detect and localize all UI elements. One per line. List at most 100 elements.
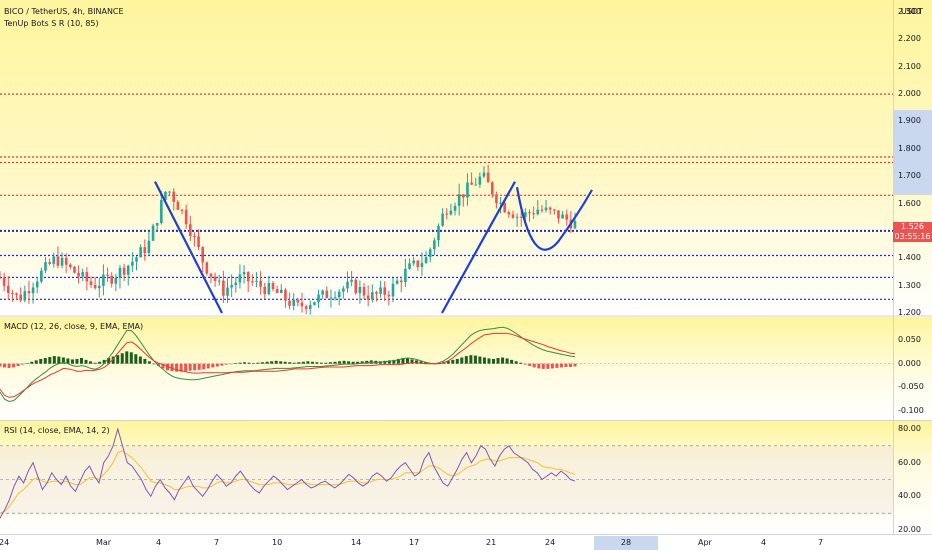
macd-histogram-bar [138,356,142,364]
candle-body [284,289,287,301]
price-tick-label: 2.000 [898,89,921,99]
time-tick-highlight: 28 [594,536,658,550]
macd-histogram-bar [460,357,464,364]
candle-body [93,285,97,289]
macd-histogram-bar [211,363,215,368]
macd-histogram-bar [528,363,532,367]
macd-tick-label: -0.100 [898,406,924,415]
candle-body [147,240,151,254]
candle-body [342,288,345,292]
candle-body [462,194,465,198]
macd-tick-label: 0.000 [898,358,921,368]
time-tick-label: 7 [818,538,824,547]
macd-histogram-bar [338,361,342,364]
time-tick-label: 24 [545,538,556,547]
macd-histogram-bar [469,355,473,364]
macd-histogram-bar [184,363,188,372]
candle-body [548,207,552,210]
macd-histogram-bar [215,363,219,367]
macd-histogram-bar [206,363,210,369]
candle-body [226,287,229,296]
candle-body [110,275,113,284]
candle-body [135,257,138,262]
symbol-title[interactable]: BICO / TetherUS, 4h, BINANCE [4,7,124,16]
candle-body [193,236,196,238]
macd-tick-label: 0.050 [898,335,921,344]
macd-histogram-bar [21,363,25,365]
candle-body [102,274,105,286]
time-tick-label: Apr [698,538,712,547]
macd-histogram-bar [568,363,572,367]
candle-body [255,280,258,282]
macd-histogram-bar [537,363,541,369]
drawings[interactable] [154,181,593,314]
candle-body [511,214,515,218]
time-tick-label: 4 [761,538,767,547]
candle-body [313,302,316,305]
macd-histogram-bar [478,356,482,364]
candle-body [23,291,27,301]
macd-histogram-bar [93,362,97,364]
macd-histogram-bar [473,355,477,364]
time-tick-label: 4 [156,538,162,547]
candle-body [126,265,130,275]
macd-histogram-bar [541,363,545,369]
candle-body [139,247,142,258]
candle-body [404,268,407,283]
candle-body [205,262,209,274]
currency-label[interactable]: USDT [901,7,923,16]
candle-body [56,256,60,266]
candle-body [73,267,76,273]
macd-histogram-bar [455,358,459,364]
macd-histogram-bar [387,360,391,364]
macd-histogram-bar [61,357,65,364]
macd-histogram-bar [519,362,523,364]
candle-body [395,280,399,284]
candle-body [48,262,51,264]
macd-histogram-bar [555,363,559,368]
candle-body [251,281,254,283]
candle-body [296,299,300,303]
price-tick-label: 1.300 [898,280,921,290]
macd-label[interactable]: MACD (12, 26, close, 9, EMA, EMA) [4,322,144,331]
macd-line [0,326,576,403]
candle-body [486,172,490,183]
time-tick-label: 14 [351,538,362,547]
rsi-series [0,427,893,519]
macd-histogram-bar [252,363,256,364]
macd-histogram-bar [224,363,228,365]
candle-body [246,272,250,282]
candle-body [561,214,564,219]
macd-histogram-bar [16,363,20,367]
macd-histogram-bar [25,363,29,364]
candle-body [97,285,101,289]
candle-body [470,182,473,185]
candle-body [77,272,80,277]
price-tick-label: 2.200 [898,34,921,44]
candle-body [267,283,271,295]
macd-histogram-bar [125,351,129,364]
macd-histogram-bar [274,360,278,364]
price-tick-label: 1.200 [898,308,921,317]
candle-body [209,273,213,277]
macd-histogram-bar [116,355,120,364]
macd-histogram-bar [446,360,450,364]
macd-series [0,326,893,403]
candle-body [184,209,188,225]
candle-body [346,281,349,289]
macd-histogram-bar [550,363,554,369]
candle-body [362,286,366,296]
rsi-label[interactable]: RSI (14, close, EMA, 14, 2) [4,426,110,435]
candle-body [358,286,362,294]
macd-histogram-bar [301,361,305,364]
macd-histogram-bar [279,361,283,364]
price-range-highlight [893,110,932,195]
candle-body [172,191,176,202]
candle-body [383,287,387,295]
macd-histogram-bar [261,362,265,364]
indicator-label[interactable]: TenUp Bots S R (10, 85) [4,19,99,28]
candle-body [222,280,225,296]
candle-body [354,279,358,294]
